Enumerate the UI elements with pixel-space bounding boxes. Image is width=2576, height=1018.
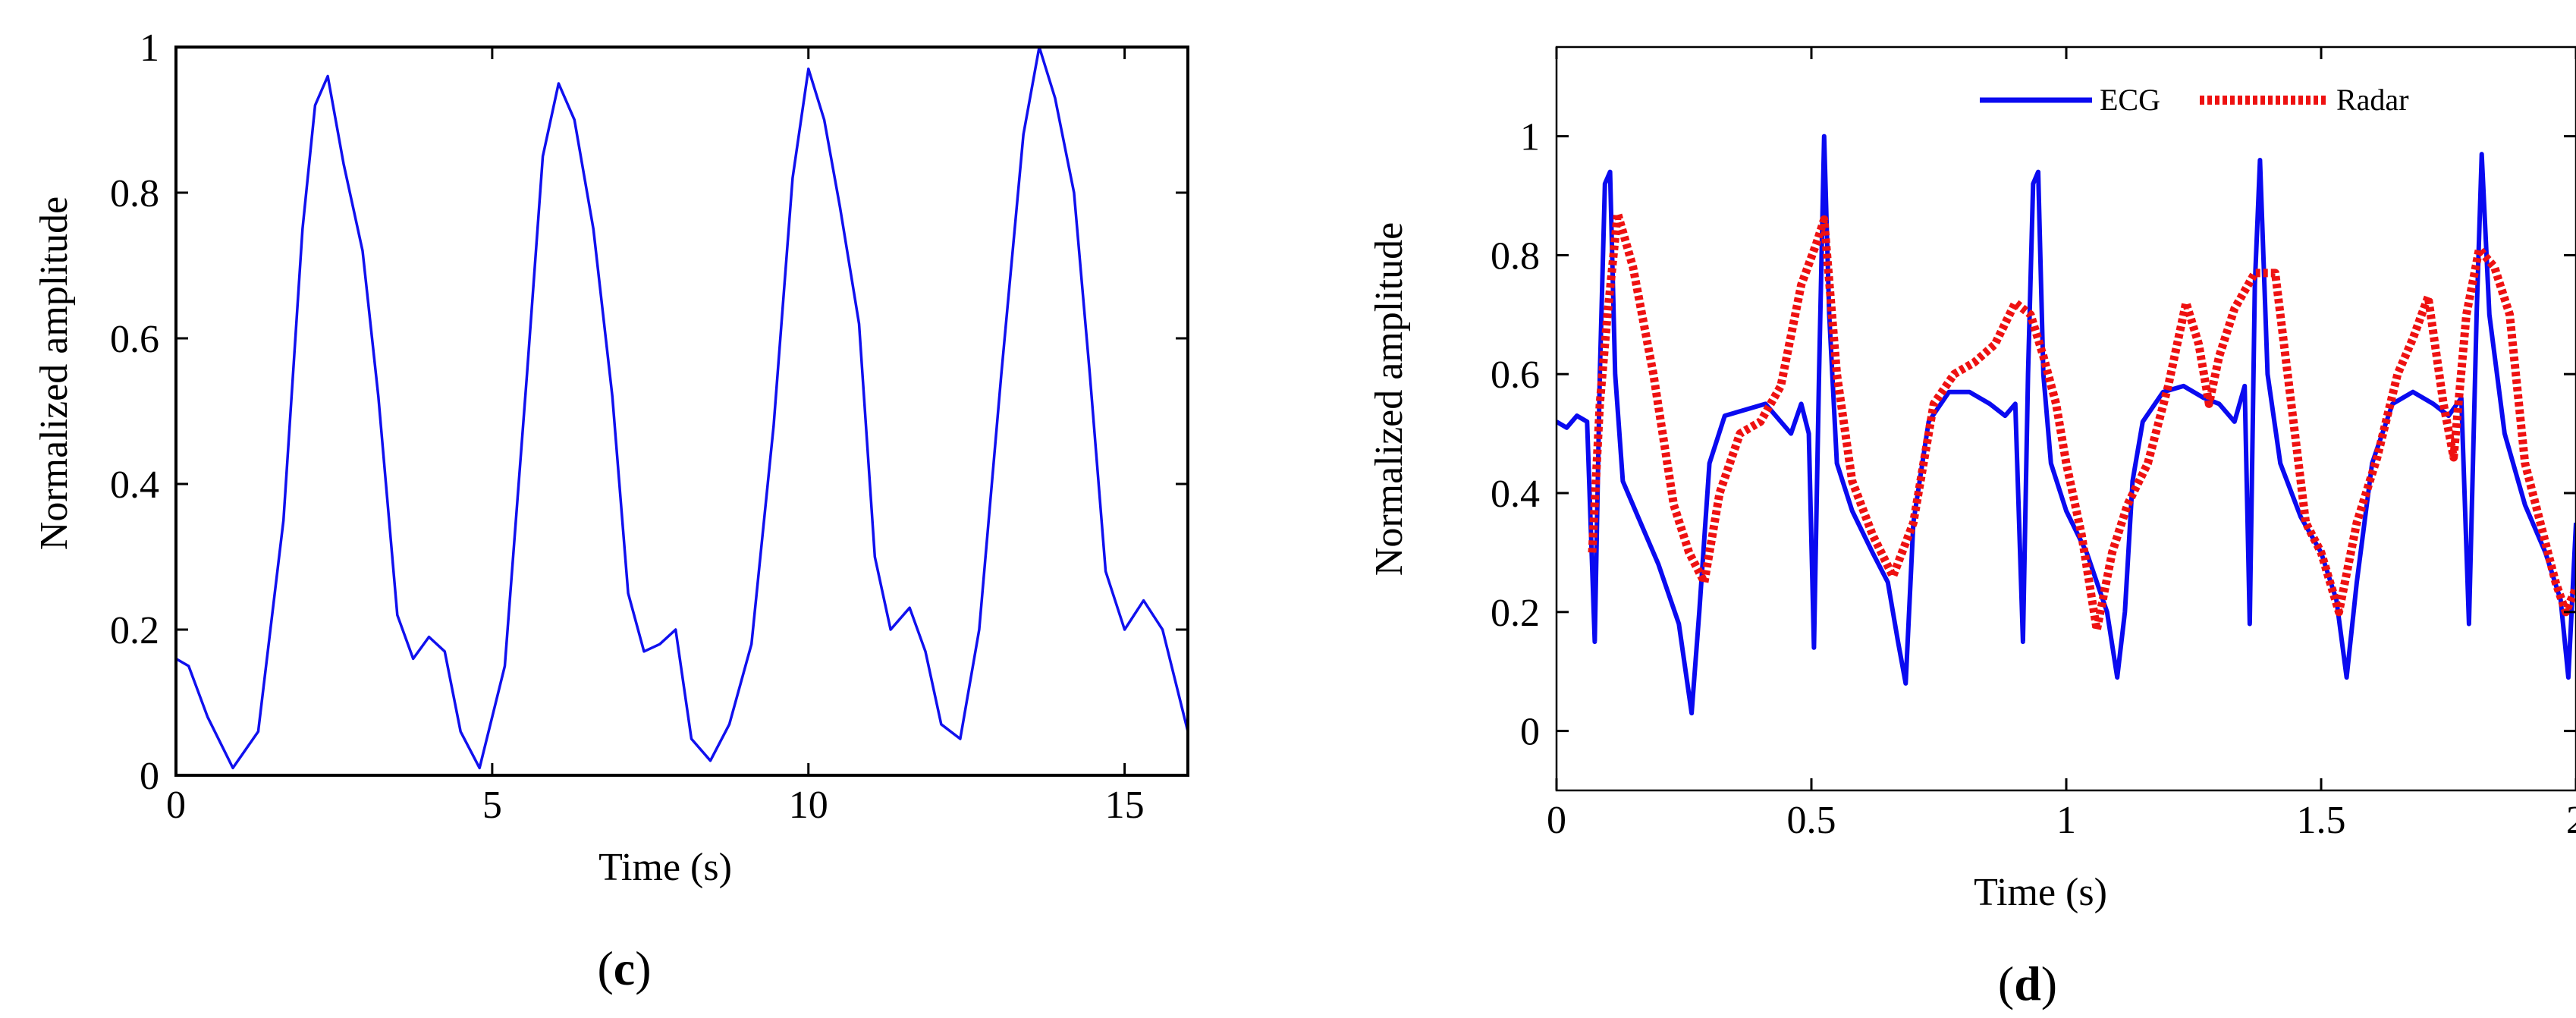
- x-axis-label: Time (s): [598, 846, 732, 889]
- legend: ECG Radar: [1980, 83, 2409, 117]
- x-tick-label: 0: [1547, 799, 1566, 842]
- signal-series-line: [176, 47, 1188, 770]
- x-tick-label: 15: [1105, 784, 1145, 827]
- y-tick-label: 0: [1520, 711, 1540, 754]
- panel-caption-d: (d): [1998, 957, 2057, 1010]
- y-tick-label: 0: [140, 755, 159, 798]
- y-tick-label: 0.6: [1491, 353, 1540, 397]
- x-tick-label: 10: [789, 784, 828, 827]
- y-axis-label: Normalized amplitude: [1368, 222, 1411, 576]
- x-tick-label: 1: [2056, 799, 2076, 842]
- chart-panel-c: Normalized amplitude Time (s) (c) 0 5 10 15…: [33, 27, 1189, 995]
- y-tick-label: 0.4: [1491, 473, 1540, 516]
- y-tick-label: 0.4: [110, 463, 159, 507]
- y-tick-label: 1: [1520, 116, 1540, 159]
- radar-series-line: [1588, 209, 2576, 634]
- y-tick-label: 0.8: [110, 172, 159, 215]
- x-tick-label: 5: [482, 784, 502, 827]
- x-tick-label: 0: [166, 784, 186, 827]
- x-axis-label: Time (s): [1974, 871, 2107, 914]
- x-tick-label: 2: [2566, 799, 2576, 842]
- y-axis-label: Normalized amplitude: [33, 196, 76, 550]
- axes-frame: [1555, 46, 2576, 792]
- y-tick-label: 0.8: [1491, 234, 1540, 278]
- y-tick-label: 1: [140, 27, 159, 70]
- axes-frame: [174, 46, 1189, 777]
- y-tick-label: 0.2: [110, 609, 159, 652]
- y-tick-label: 0.6: [110, 318, 159, 361]
- chart-panel-d: Normalized amplitude Time (s) (d) ECG Ra…: [1368, 46, 2576, 1010]
- x-tick-label: 0.5: [1787, 799, 1836, 842]
- legend-label-radar: Radar: [2336, 83, 2409, 117]
- legend-label-ecg: ECG: [2100, 83, 2160, 117]
- panel-caption-c: (c): [597, 941, 651, 995]
- y-tick-label: 0.2: [1491, 592, 1540, 635]
- x-tick-label: 1.5: [2297, 799, 2346, 842]
- ecg-series-line: [1557, 134, 2576, 716]
